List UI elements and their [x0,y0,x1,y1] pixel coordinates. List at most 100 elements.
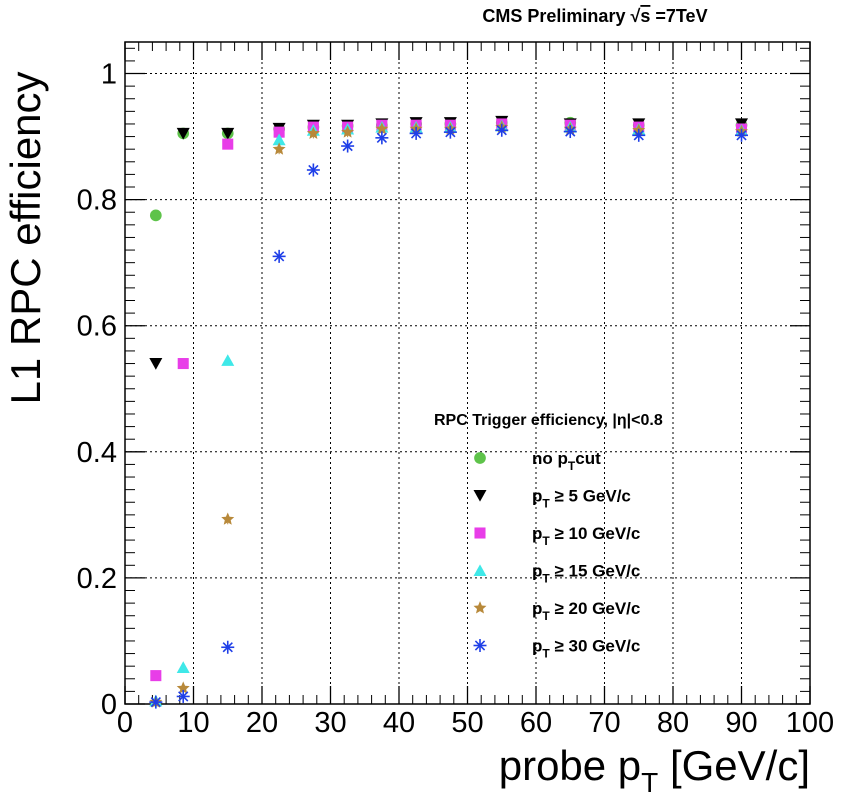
legend-label-post: ≥ 15 GeV/c [550,562,641,581]
legend-label: pT ≥ 10 GeV/c [532,524,640,548]
legend-entry: pT ≥ 5 GeV/c [473,487,631,511]
legend-label-post: ≥ 30 GeV/c [550,637,641,656]
legend-label: pT ≥ 20 GeV/c [532,599,640,623]
x-axis-title-unit: [GeV/c] [658,742,810,789]
legend-label-pre: p [532,599,542,618]
legend-label-pre: p [532,562,542,581]
legend: RPC Trigger efficiency, |η|<0.8 no pTcut… [434,412,663,661]
legend-marker [474,452,486,464]
legend-marker [473,601,487,614]
y-axis-title: L1 RPC efficiency [2,71,49,404]
legend-marker [473,639,487,652]
data-point [149,209,162,222]
legend-label-sub: T [542,609,550,623]
legend-label-post: ≥ 10 GeV/c [550,524,641,543]
data-point [409,126,423,140]
data-point [632,128,646,142]
x-tick-label: 50 [451,707,483,739]
legend-label: pT ≥ 30 GeV/c [532,637,640,661]
chart-header: CMS Preliminary √s =7TeV [482,6,707,26]
tick-labels: 0 10 20 30 40 50 60 70 80 90 100 0 0.2 0.4 0.6 0.8 1 [77,59,835,739]
legend-entry: pT ≥ 30 GeV/c [473,637,640,661]
legend-label-pre: no p [532,449,568,468]
data-point [222,138,234,150]
data-point [341,125,355,138]
data-point [221,512,235,525]
y-tick-label: 0.4 [77,437,117,469]
legend-label: pT ≥ 5 GeV/c [532,487,631,511]
grid-lines [125,42,810,704]
header-energy: =7TeV [650,6,707,26]
legend-label-post: ≥ 20 GeV/c [550,599,641,618]
data-point [272,249,286,263]
data-point [149,695,163,709]
legend-marker [473,489,487,502]
data-point [306,126,320,139]
y-tick-label: 0 [101,689,117,721]
x-axis-title-main: probe p [499,742,641,789]
data-point [150,670,162,682]
legend-label-sub: T [542,572,550,586]
data-point [735,128,748,142]
legend-entry: pT ≥ 10 GeV/c [474,524,640,548]
data-point [176,689,190,703]
series-3 [150,118,748,682]
legend-title: RPC Trigger efficiency, |η|<0.8 [434,412,663,429]
x-axis-title-sub: T [641,767,658,798]
legend-label-sub: T [568,459,576,473]
x-tick-label: 60 [520,707,552,739]
legend-entry: pT ≥ 15 GeV/c [473,562,640,586]
legend-label-post: cut [575,449,601,468]
header-sqrt-symbol: √ [630,6,640,26]
header-prefix: CMS Preliminary [482,6,630,26]
legend-label-sub: T [542,534,550,548]
data-point [341,139,355,153]
data-point [443,125,457,139]
axis-ticks [124,42,811,705]
legend-label-sub: T [542,647,550,661]
data-point [221,127,235,140]
y-tick-label: 0.2 [77,563,117,595]
x-tick-label: 0 [117,707,133,739]
y-tick-label: 1 [101,59,117,91]
data-point [176,661,190,673]
data-point [177,358,189,370]
data-point [149,358,163,370]
legend-marker [474,527,486,539]
x-tick-label: 20 [246,707,278,739]
legend-label-post: ≥ 5 GeV/c [550,487,631,506]
data-point [273,126,285,138]
legend-entry: pT ≥ 20 GeV/c [473,599,640,623]
legend-entry: no pTcut [474,449,601,473]
legend-label: no pTcut [532,449,601,473]
data-point [221,354,235,366]
legend-label-pre: p [532,487,542,506]
data-point [375,122,389,135]
x-tick-label: 80 [657,707,689,739]
series-6 [149,123,748,709]
data-point [272,142,286,155]
legend-label-pre: p [532,637,542,656]
x-axis-title: probe pT [GeV/c] [499,742,810,798]
y-tick-label: 0.8 [77,185,117,217]
y-tick-label: 0.6 [77,311,117,343]
x-tick-label: 40 [383,707,415,739]
legend-label-sub: T [542,497,550,511]
legend-marker [473,564,487,577]
x-tick-label: 100 [786,707,834,739]
legend-label: pT ≥ 15 GeV/c [532,562,640,586]
x-tick-label: 90 [725,707,757,739]
data-point [563,125,577,139]
data-point [495,123,509,137]
data-point [176,681,190,694]
series-2 [149,115,748,370]
header-s-symbol: s [640,6,650,26]
legend-label-pre: p [532,524,542,543]
data-points [149,115,748,709]
x-tick-label: 10 [177,707,209,739]
data-point [221,640,235,654]
x-tick-label: 70 [588,707,620,739]
data-point [272,133,286,146]
